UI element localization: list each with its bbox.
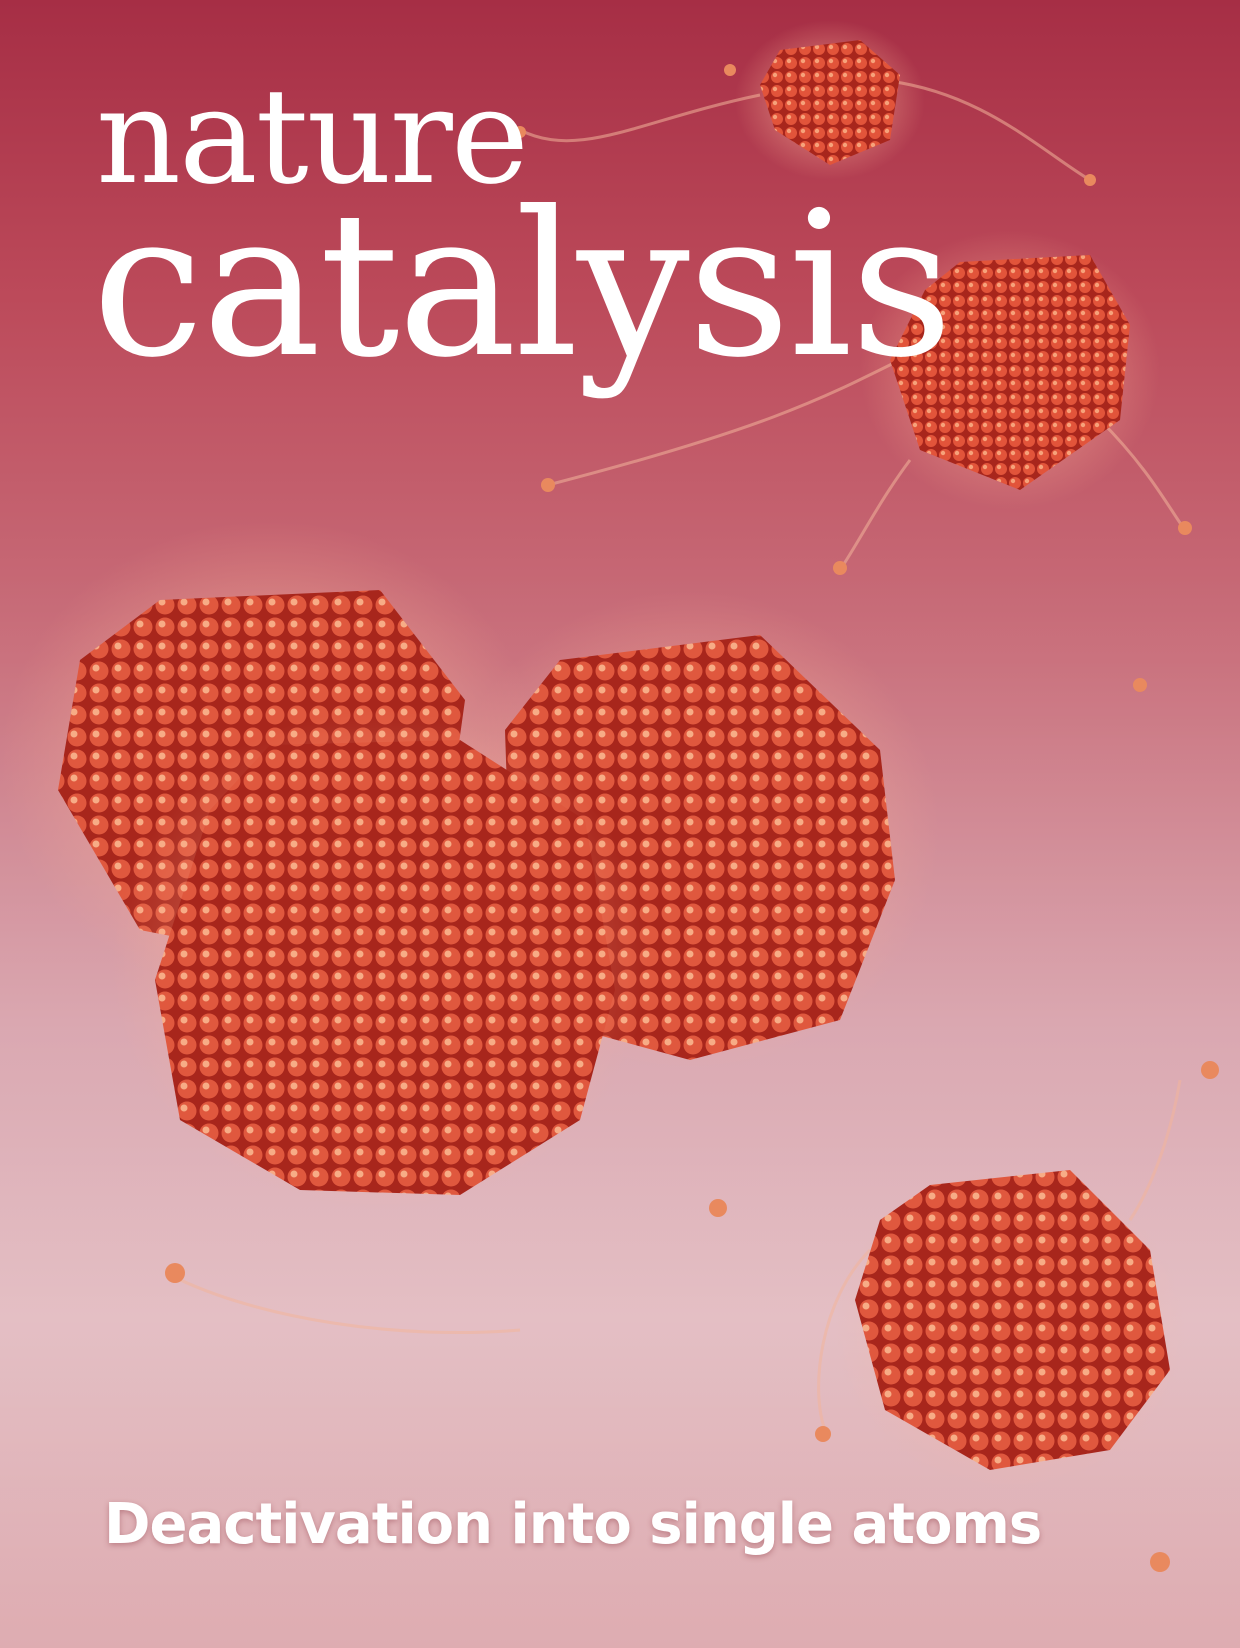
mid-nanoparticle <box>860 230 1160 510</box>
journal-title: nature catalysis <box>92 60 953 386</box>
journal-title-line1: nature <box>96 60 529 214</box>
journal-title-line2: catalysis <box>92 169 953 402</box>
large-nanoparticle-front <box>110 710 650 1210</box>
small-nanoparticle <box>835 1170 1185 1490</box>
far-nanoparticle <box>735 20 925 180</box>
cover-headline: Deactivation into single atoms <box>104 1492 1042 1557</box>
single-atoms <box>165 64 1219 1572</box>
